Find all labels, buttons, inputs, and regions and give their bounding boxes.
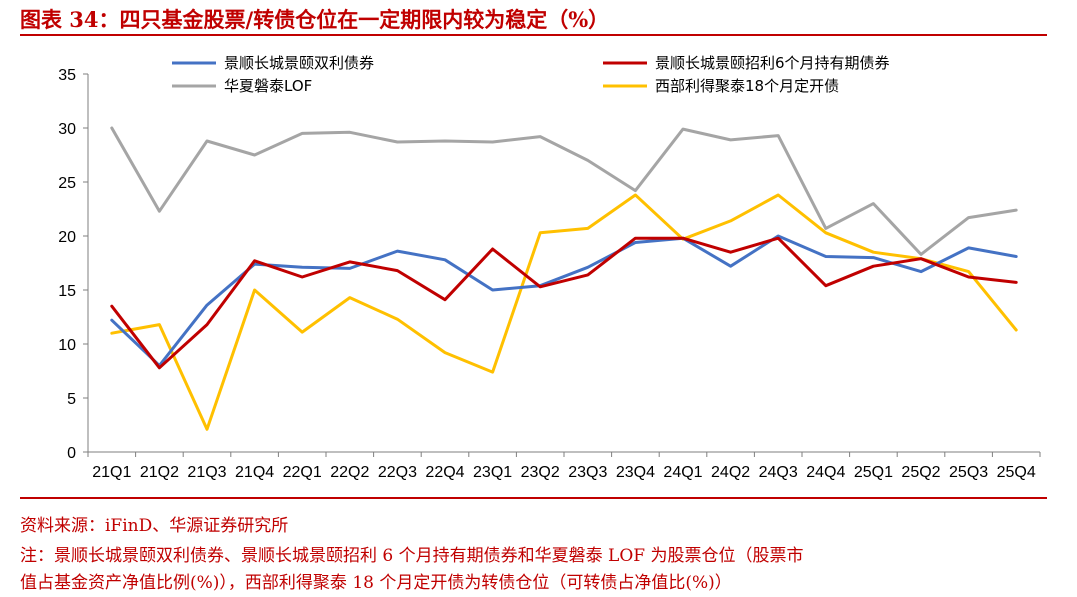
x-tick-label: 24Q2 [711, 464, 750, 481]
x-tick-label: 22Q2 [330, 464, 369, 481]
y-tick-label: 0 [67, 445, 76, 462]
x-tick-label: 22Q3 [378, 464, 417, 481]
x-tick-label: 25Q4 [997, 464, 1036, 481]
x-tick-label: 21Q3 [187, 464, 226, 481]
page-title: 图表 34：四只基金股票/转债仓位在一定期限内较为稳定（%） [20, 7, 610, 32]
chart-axes: 0 5 10 15 20 25 30 35 21Q1 21Q2 21Q3 21Q4 22Q1 22Q2 22… [58, 67, 1041, 481]
x-tick-label: 23Q3 [568, 464, 607, 481]
x-tick-label: 25Q1 [854, 464, 893, 481]
series-line-3 [110, 126, 1018, 256]
x-tick-label: 25Q3 [949, 464, 988, 481]
y-tick-label: 25 [58, 175, 76, 192]
x-tick-label: 25Q2 [901, 464, 940, 481]
x-tick-label: 23Q2 [521, 464, 560, 481]
x-tick-label: 22Q4 [425, 464, 464, 481]
title-divider [20, 34, 1047, 36]
x-tick-label: 22Q1 [283, 464, 322, 481]
x-tick-label: 24Q3 [759, 464, 798, 481]
y-tick-label: 30 [58, 121, 76, 138]
footer-divider [20, 497, 1047, 499]
x-tick-label: 24Q4 [806, 464, 845, 481]
x-tick-label: 24Q1 [663, 464, 702, 481]
x-tick-label: 21Q4 [235, 464, 274, 481]
footnote-line-1: 注：景顺长城景颐双利债券、景顺长城景颐招利 6 个月持有期债券和华夏磐泰 LOF… [20, 546, 804, 566]
y-tick-label: 20 [58, 229, 76, 246]
x-tick-label: 23Q1 [473, 464, 512, 481]
series-line-2 [110, 236, 1018, 370]
x-tick-label: 23Q4 [616, 464, 655, 481]
footnote-line-2: 值占基金资产净值比例(%)），西部利得聚泰 18 个月定开债为转债仓位（可转债占… [20, 573, 732, 593]
legend-label: 华夏磐泰LOF [224, 77, 312, 95]
source-note: 资料来源：iFinD、华源证券研究所 [20, 516, 289, 536]
legend-label: 西部利得聚泰18个月定开债 [655, 77, 839, 95]
legend-label: 景顺长城景颐招利6个月持有期债券 [655, 54, 890, 72]
y-tick-label: 10 [58, 337, 76, 354]
series-line-4 [110, 193, 1018, 431]
y-tick-label: 35 [58, 67, 76, 84]
chart-series [110, 126, 1018, 431]
y-tick-label: 15 [58, 283, 76, 300]
x-tick-label: 21Q1 [92, 464, 131, 481]
series-line-1 [110, 234, 1018, 368]
legend-label: 景顺长城景颐双利债券 [224, 54, 374, 72]
x-tick-label: 21Q2 [140, 464, 179, 481]
y-tick-label: 5 [67, 391, 76, 408]
